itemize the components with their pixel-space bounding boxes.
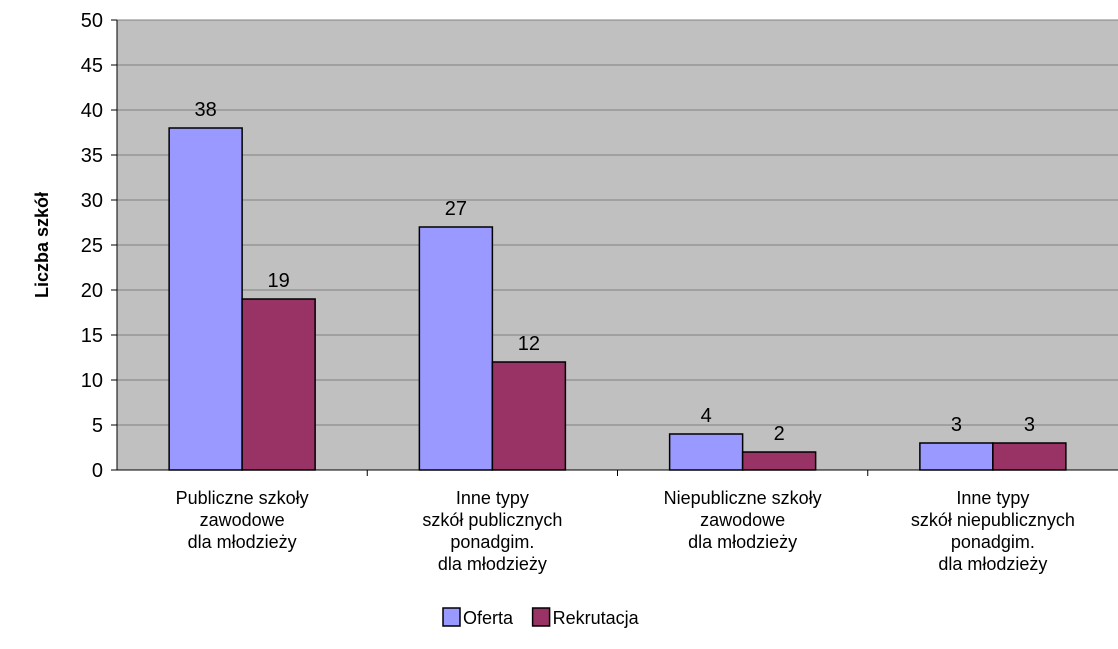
y-tick-label: 45 — [81, 55, 103, 77]
x-category-label: Inne typy — [456, 488, 529, 508]
x-category-label: ponadgim. — [951, 532, 1035, 552]
bar-oferta — [919, 442, 994, 471]
data-label: 38 — [195, 99, 217, 121]
data-label: 4 — [701, 405, 712, 427]
y-tick-label: 25 — [81, 235, 103, 257]
bar-rekrutacja — [491, 361, 567, 471]
bar-oferta — [668, 433, 744, 471]
x-category-label: szkół niepublicznych — [911, 510, 1075, 530]
y-tick-label: 0 — [92, 460, 103, 482]
x-category-label: dla młodzieży — [438, 554, 547, 574]
y-tick-label: 15 — [81, 325, 103, 347]
data-label: 3 — [1024, 414, 1035, 436]
legend-swatch-oferta — [442, 607, 461, 627]
y-tick-label: 40 — [81, 100, 103, 122]
bar-oferta — [168, 127, 243, 471]
data-label: 3 — [951, 414, 962, 436]
y-tick-label: 10 — [81, 370, 103, 392]
legend-swatch-rekrutacja — [531, 607, 551, 627]
x-category-label: ponadgim. — [450, 532, 534, 552]
x-category-label: zawodowe — [700, 510, 785, 530]
y-tick-label: 50 — [81, 10, 103, 32]
bar-rekrutacja — [241, 298, 316, 471]
bar-oferta — [418, 226, 494, 471]
x-category-label: dla młodzieży — [188, 532, 297, 552]
bars — [168, 127, 1067, 471]
y-tick-label: 35 — [81, 145, 103, 167]
bar-rekrutacja — [992, 442, 1067, 471]
legend-label: Rekrutacja — [553, 608, 640, 628]
legend: Oferta Rekrutacja — [442, 607, 640, 628]
legend-label: Oferta — [463, 608, 514, 628]
data-label: 19 — [268, 270, 290, 292]
y-axis-title: Liczba szkół — [32, 192, 52, 298]
x-category-label: Inne typy — [956, 488, 1029, 508]
x-category-label: zawodowe — [200, 510, 285, 530]
x-category-label: dla młodzieży — [688, 532, 797, 552]
y-tick-label: 20 — [81, 280, 103, 302]
x-category-label: Niepubliczne szkoły — [664, 488, 822, 508]
data-labels: 38 19 27 12 4 2 3 3 — [195, 99, 1035, 445]
data-label: 27 — [445, 198, 467, 220]
y-tick-label: 5 — [92, 415, 103, 437]
bar-rekrutacja — [741, 451, 817, 471]
data-label: 12 — [518, 333, 540, 355]
data-label: 2 — [774, 423, 785, 445]
x-category-label: Publiczne szkoły — [176, 488, 309, 508]
x-category-label: dla młodzieży — [938, 554, 1047, 574]
x-category-label: szkół publicznych — [422, 510, 562, 530]
y-tick-label: 30 — [81, 190, 103, 212]
